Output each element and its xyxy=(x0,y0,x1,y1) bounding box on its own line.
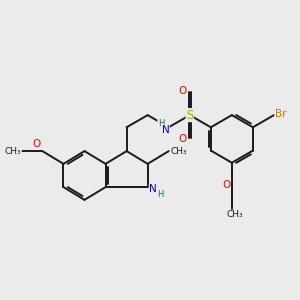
Text: H: H xyxy=(158,119,164,128)
Text: N: N xyxy=(149,184,157,194)
Text: N: N xyxy=(161,124,169,134)
Text: CH₃: CH₃ xyxy=(170,147,187,156)
Text: O: O xyxy=(178,86,186,96)
Text: H: H xyxy=(157,190,164,199)
Text: CH₃: CH₃ xyxy=(5,147,21,156)
Text: Br: Br xyxy=(275,109,286,119)
Text: O: O xyxy=(178,134,186,145)
Text: O: O xyxy=(33,140,41,149)
Text: CH₃: CH₃ xyxy=(226,210,243,219)
Text: S: S xyxy=(186,109,194,122)
Text: O: O xyxy=(222,181,230,190)
